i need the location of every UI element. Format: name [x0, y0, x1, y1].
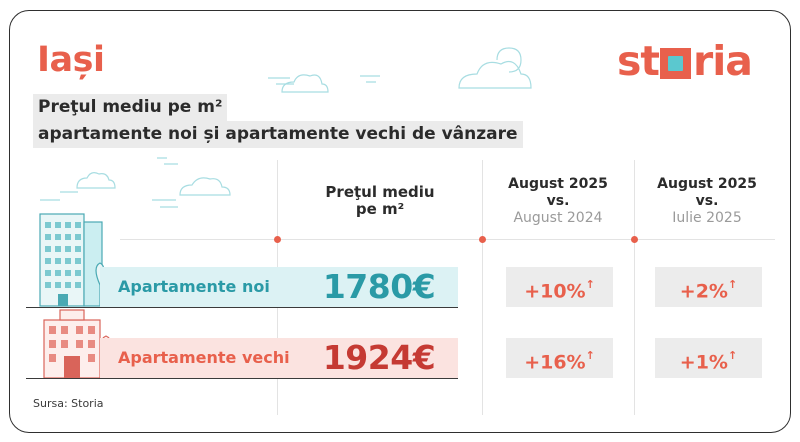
row-new-background [100, 267, 458, 307]
mom-header-line-2: vs. [695, 193, 719, 209]
row-new-mom-badge: +2%↑ [655, 267, 762, 307]
title-line-1: Preţul mediu pe m² [33, 94, 228, 121]
mom-column-header: August 2025 vs. Iulie 2025 [637, 176, 777, 227]
yoy-header-line-1: August 2025 [508, 176, 608, 192]
row-old-background [100, 338, 458, 378]
arrow-up-icon: ↑ [727, 278, 738, 291]
yoy-column-header: August 2025 vs. August 2024 [488, 176, 628, 227]
title-line-2: apartamente noi și apartamente vechi de … [33, 121, 523, 148]
row-new-price: 1780€ [322, 267, 436, 306]
row-old-mom-badge: +1%↑ [655, 338, 762, 378]
new-building-icon [39, 213, 105, 307]
row-old-price: 1924€ [322, 338, 436, 377]
yoy-header-line-3: August 2024 [513, 210, 603, 226]
grid-dot [479, 236, 486, 243]
row-old-mom-value: +1% [679, 351, 728, 374]
logo-square-icon [660, 47, 692, 79]
logo-text-suffix: ria [693, 37, 753, 85]
price-header-line-1: Preţul mediu [325, 183, 435, 201]
row-new-mom-value: +2% [679, 280, 728, 303]
divider-vertical [482, 160, 483, 415]
arrow-up-icon: ↑ [585, 349, 595, 362]
row-new-yoy-badge: +10%↑ [506, 267, 613, 307]
storia-logo: st ria [617, 36, 753, 86]
source-note: Sursa: Storia [33, 397, 104, 410]
city-name: Iași [37, 40, 105, 80]
yoy-header-line-2: vs. [546, 193, 570, 209]
row-new-baseline [26, 307, 458, 308]
row-old-label: Apartamente vechi [118, 348, 290, 367]
arrow-up-icon: ↑ [585, 278, 595, 291]
price-column-header: Preţul mediu pe m² [300, 184, 460, 218]
arrow-up-icon: ↑ [727, 349, 738, 362]
header-divider [120, 239, 775, 240]
row-old-yoy-badge: +16%↑ [506, 338, 613, 378]
row-old-baseline [26, 378, 458, 379]
mom-header-line-1: August 2025 [657, 176, 757, 192]
divider-vertical [634, 160, 635, 415]
mom-header-line-3: Iulie 2025 [672, 210, 742, 226]
row-new-label: Apartamente noi [118, 277, 270, 296]
row-new-yoy-value: +10% [524, 280, 586, 303]
grid-dot [631, 236, 638, 243]
logo-text-prefix: st [617, 37, 660, 85]
grid-dot [274, 236, 281, 243]
row-old-yoy-value: +16% [524, 351, 586, 374]
price-header-line-2: pe m² [355, 200, 405, 218]
